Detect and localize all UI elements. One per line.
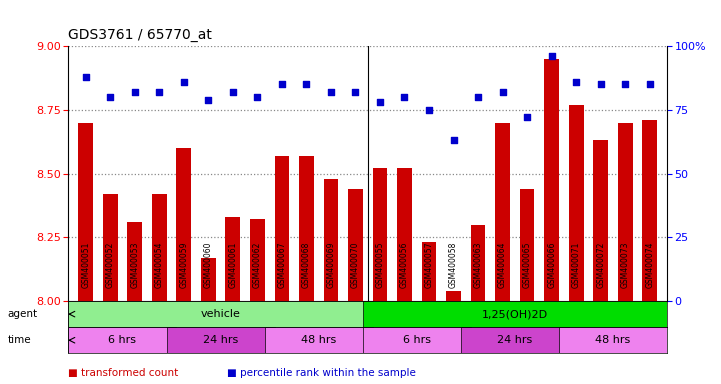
Bar [422, 242, 436, 384]
Text: GSM400071: GSM400071 [572, 242, 580, 288]
Bar [103, 194, 118, 384]
Point [80, 74, 92, 80]
Text: GSM400060: GSM400060 [204, 242, 213, 288]
Bar [363, 301, 667, 327]
Bar [68, 327, 177, 353]
Point [619, 81, 631, 88]
Text: GSM400070: GSM400070 [351, 242, 360, 288]
Bar [275, 156, 289, 384]
Text: GSM400068: GSM400068 [302, 242, 311, 288]
Bar [177, 148, 191, 384]
Bar [250, 220, 265, 384]
Point [301, 81, 312, 88]
Point [203, 96, 214, 103]
Text: ■ percentile rank within the sample: ■ percentile rank within the sample [227, 368, 416, 378]
Bar [152, 194, 167, 384]
Point [129, 89, 141, 95]
Bar [348, 189, 363, 384]
Text: GSM400055: GSM400055 [376, 242, 384, 288]
Text: ■ transformed count: ■ transformed count [68, 368, 179, 378]
Point [644, 81, 655, 88]
Text: GSM400056: GSM400056 [400, 242, 409, 288]
Bar [618, 122, 632, 384]
Bar [461, 327, 569, 353]
Text: GSM400053: GSM400053 [131, 242, 139, 288]
Text: GSM400066: GSM400066 [547, 242, 556, 288]
Bar [559, 327, 667, 353]
Text: time: time [7, 335, 31, 345]
Bar [569, 105, 583, 384]
Text: 48 hrs: 48 hrs [301, 335, 336, 345]
Text: GSM400062: GSM400062 [253, 242, 262, 288]
Text: GSM400061: GSM400061 [229, 242, 237, 288]
Point [497, 89, 508, 95]
Point [350, 89, 361, 95]
Point [178, 79, 190, 85]
Point [105, 94, 116, 100]
Point [227, 89, 239, 95]
Text: agent: agent [7, 309, 37, 319]
Text: GSM400072: GSM400072 [596, 242, 605, 288]
Text: GSM400074: GSM400074 [645, 242, 654, 288]
Text: GSM400067: GSM400067 [278, 242, 286, 288]
Text: GDS3761 / 65770_at: GDS3761 / 65770_at [68, 28, 213, 42]
Point [546, 53, 557, 60]
Point [374, 99, 386, 105]
Text: GSM400064: GSM400064 [498, 242, 507, 288]
Text: GSM400054: GSM400054 [155, 242, 164, 288]
Bar [79, 122, 93, 384]
Text: GSM400073: GSM400073 [621, 242, 629, 288]
Text: 24 hrs: 24 hrs [497, 335, 533, 345]
Point [154, 89, 165, 95]
Bar [265, 327, 373, 353]
Point [521, 114, 533, 121]
Text: GSM400052: GSM400052 [106, 242, 115, 288]
Text: 6 hrs: 6 hrs [403, 335, 430, 345]
Text: 6 hrs: 6 hrs [108, 335, 136, 345]
Text: GSM400069: GSM400069 [327, 242, 335, 288]
Text: GSM400058: GSM400058 [449, 242, 458, 288]
Text: GSM400057: GSM400057 [425, 242, 433, 288]
Bar [324, 179, 338, 384]
Text: vehicle: vehicle [200, 309, 241, 319]
Bar [128, 222, 142, 384]
Point [595, 81, 606, 88]
Bar [544, 59, 559, 384]
Point [325, 89, 337, 95]
Text: GSM400051: GSM400051 [81, 242, 90, 288]
Bar [471, 225, 485, 384]
Bar [495, 122, 510, 384]
Bar [226, 217, 240, 384]
Bar [593, 141, 608, 384]
Bar [363, 327, 471, 353]
Text: GSM400065: GSM400065 [523, 242, 531, 288]
Bar [397, 169, 412, 384]
Point [399, 94, 410, 100]
Bar [373, 169, 387, 384]
Text: 1,25(OH)2D: 1,25(OH)2D [482, 309, 548, 319]
Bar [167, 327, 275, 353]
Point [472, 94, 484, 100]
Point [570, 79, 582, 85]
Text: GSM400059: GSM400059 [180, 242, 188, 288]
Text: GSM400063: GSM400063 [474, 242, 482, 288]
Point [423, 107, 435, 113]
Bar [68, 301, 373, 327]
Bar [201, 258, 216, 384]
Bar [642, 120, 657, 384]
Point [276, 81, 288, 88]
Text: 48 hrs: 48 hrs [596, 335, 631, 345]
Bar [299, 156, 314, 384]
Point [252, 94, 263, 100]
Bar [446, 291, 461, 384]
Point [448, 137, 459, 144]
Bar [520, 189, 534, 384]
Text: 24 hrs: 24 hrs [203, 335, 238, 345]
